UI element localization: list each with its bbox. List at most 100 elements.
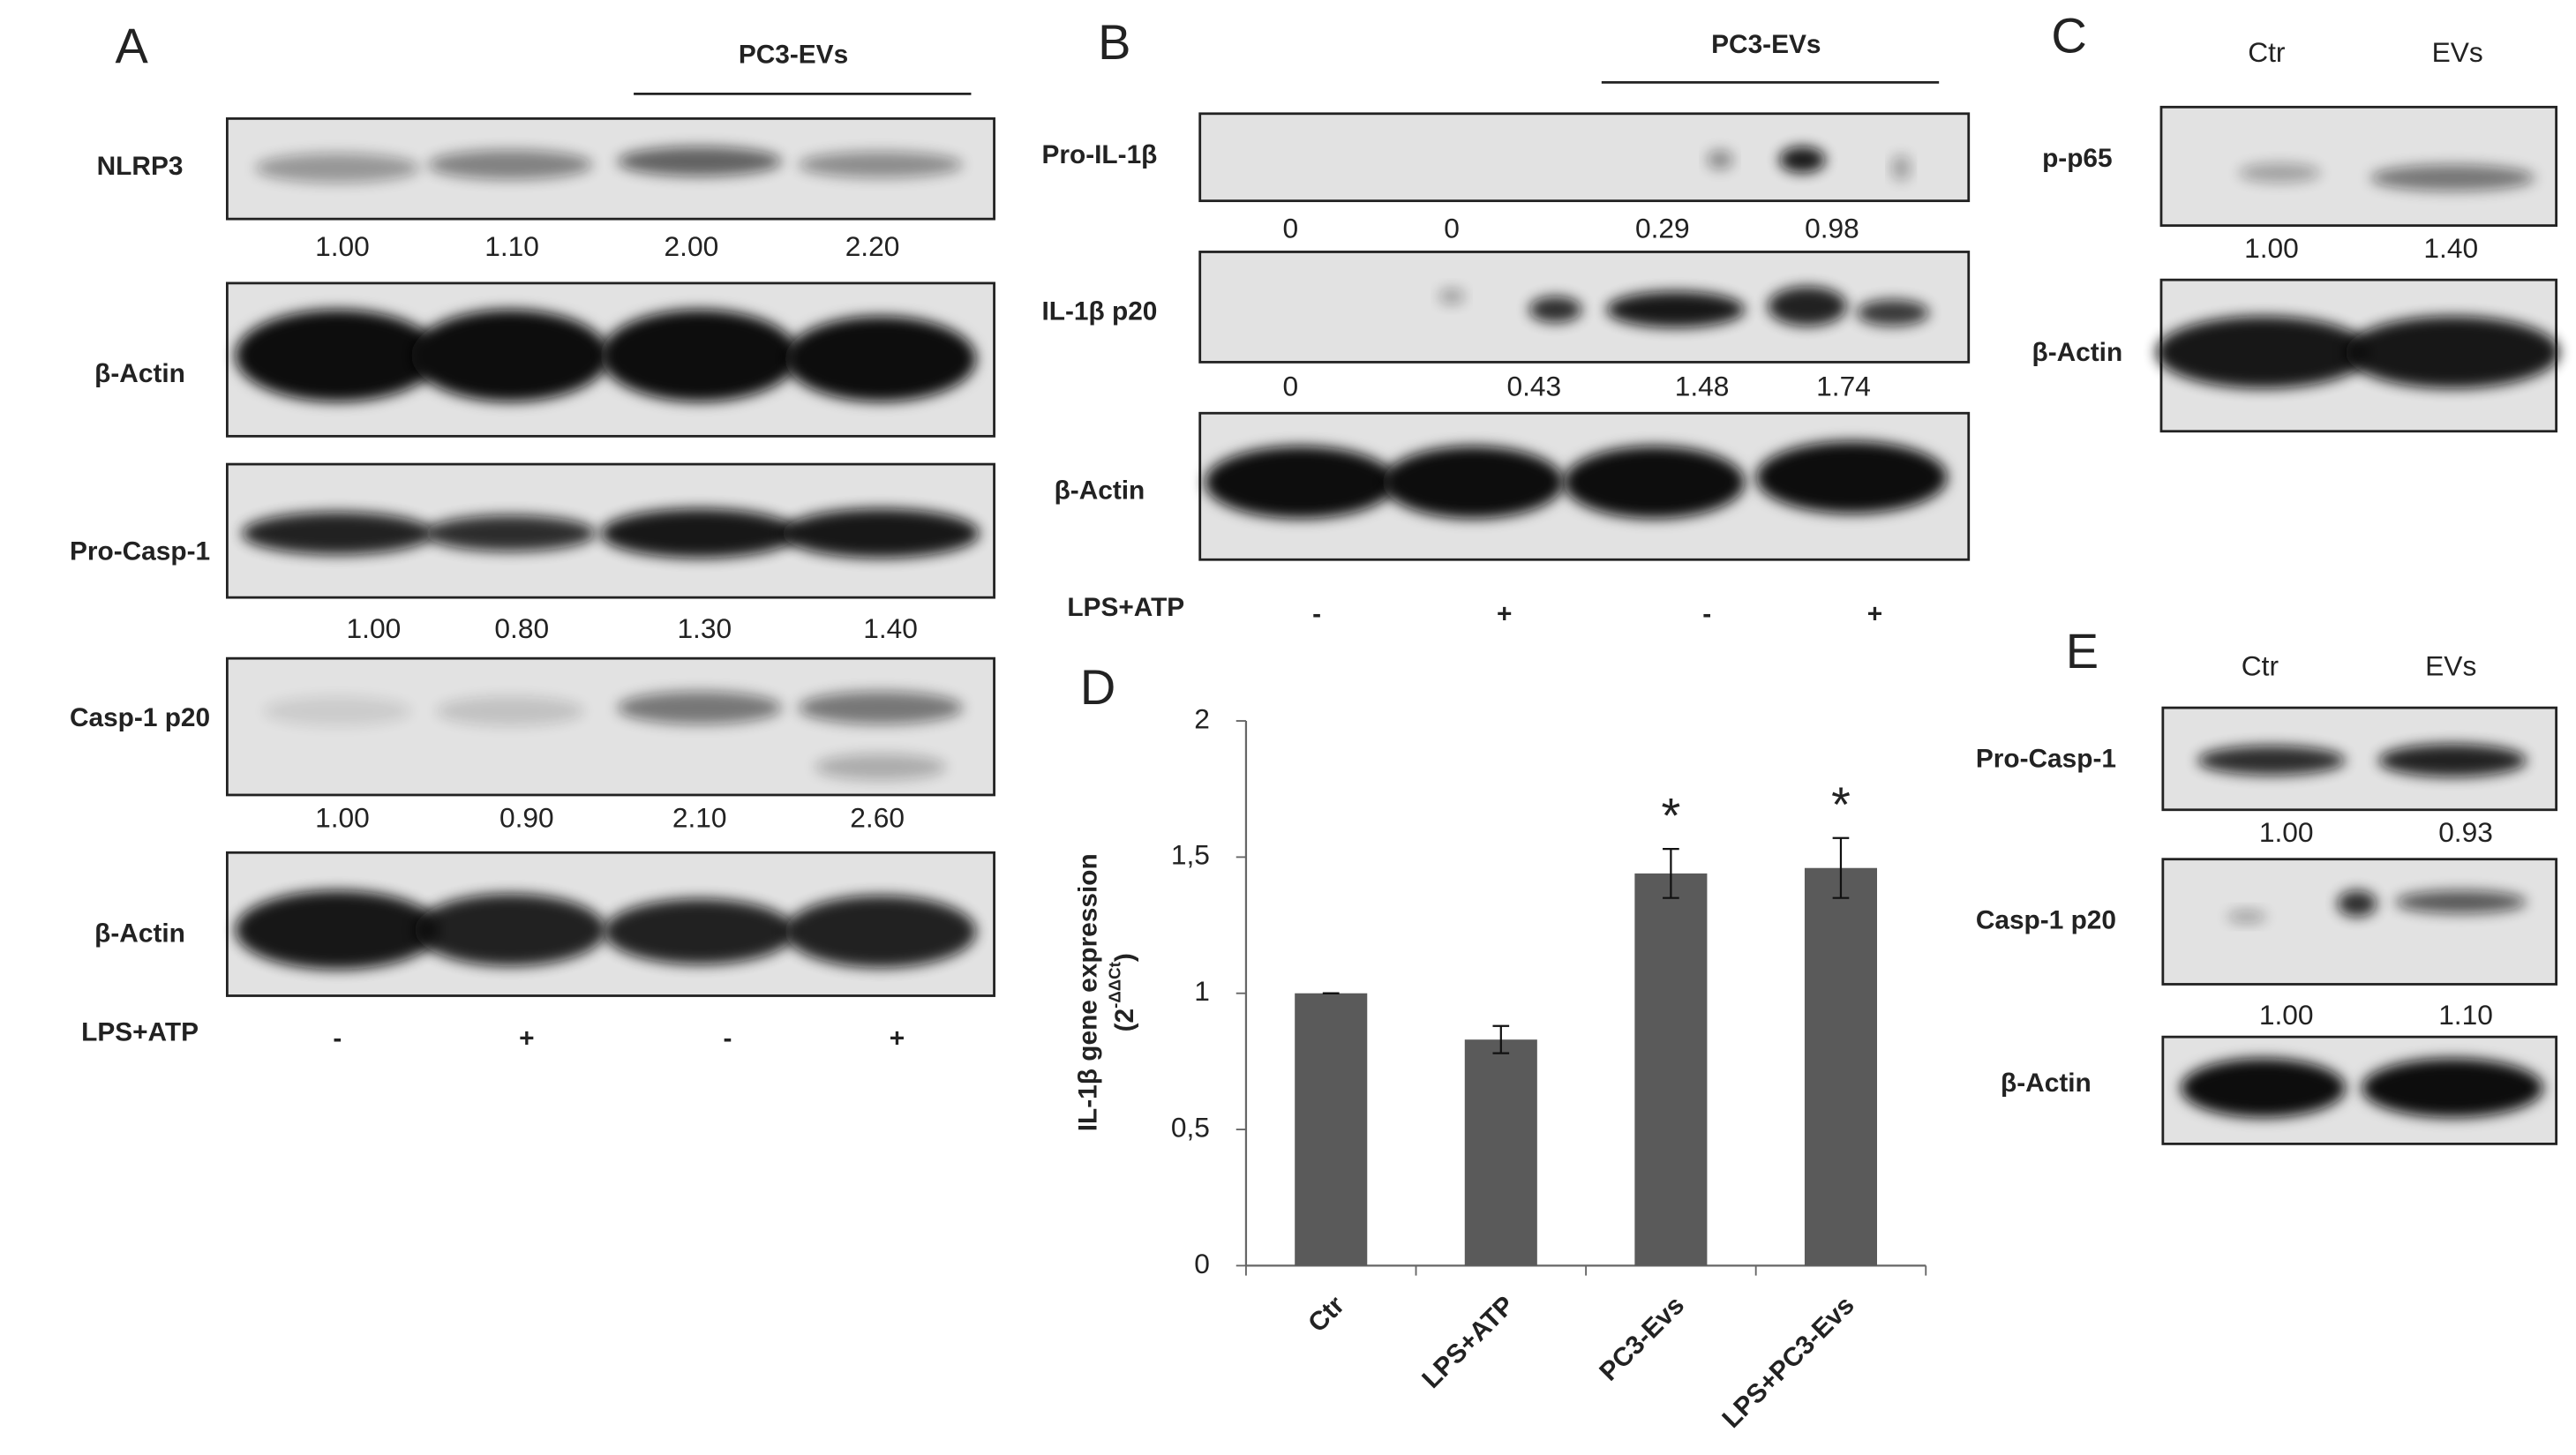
band bbox=[2345, 316, 2560, 389]
lane-label: EVs bbox=[2425, 650, 2476, 682]
treatment-sign: - bbox=[723, 1024, 732, 1054]
treatment-sign: - bbox=[1312, 600, 1321, 629]
bar bbox=[1295, 993, 1368, 1266]
error-bar bbox=[1492, 1024, 1510, 1054]
y-tick-label: 1 bbox=[1194, 975, 1210, 1007]
quantification: 1.00 bbox=[315, 801, 370, 833]
treatment-label: LPS+ATP bbox=[81, 1017, 199, 1046]
band bbox=[1756, 440, 1948, 514]
treatment-sign: - bbox=[1702, 600, 1711, 629]
band bbox=[600, 508, 799, 559]
blot bbox=[1198, 251, 1971, 364]
quantification: 1.10 bbox=[484, 230, 539, 262]
blot-label: Casp-1 p20 bbox=[70, 703, 210, 732]
x-tick-label: LPS+ATP bbox=[1416, 1291, 1520, 1394]
band bbox=[815, 754, 947, 781]
blot bbox=[2159, 105, 2558, 228]
treatment-sign: + bbox=[1497, 600, 1512, 629]
blot-label: β-Actin bbox=[1055, 476, 1145, 506]
band bbox=[424, 514, 597, 551]
quantification: 0.80 bbox=[494, 612, 549, 644]
band bbox=[604, 898, 795, 965]
treatment-sign: - bbox=[333, 1024, 342, 1054]
band bbox=[1768, 286, 1847, 326]
panel-letter: A bbox=[116, 18, 149, 73]
quantification: 0 bbox=[1282, 371, 1298, 402]
blot-label: β-Actin bbox=[94, 919, 185, 948]
panel-letter: D bbox=[1080, 659, 1115, 715]
band bbox=[1438, 288, 1466, 305]
group-label: PC3-EVs bbox=[1711, 30, 1821, 59]
y-tick-label: 0,5 bbox=[1171, 1111, 1210, 1143]
treatment-sign: + bbox=[519, 1024, 534, 1054]
blot-label: IL-1β p20 bbox=[1041, 296, 1157, 326]
blot-label: Pro-Casp-1 bbox=[70, 537, 210, 566]
quantification: 0 bbox=[1282, 213, 1298, 244]
band bbox=[2394, 890, 2527, 914]
treatment-sign: + bbox=[890, 1024, 905, 1054]
y-axis-label-text: IL-1β gene expression bbox=[1074, 853, 1103, 1131]
band bbox=[600, 309, 799, 402]
band bbox=[2156, 316, 2370, 389]
blot-label: β-Actin bbox=[2032, 338, 2122, 367]
panel-letter: E bbox=[2066, 623, 2099, 679]
significance: * bbox=[1661, 787, 1680, 843]
quantification: 1.10 bbox=[2438, 999, 2493, 1031]
band bbox=[1856, 299, 1929, 326]
band bbox=[415, 893, 606, 966]
x-tick-label: Ctr bbox=[1303, 1290, 1350, 1338]
band bbox=[235, 890, 440, 970]
band bbox=[255, 153, 420, 184]
quantification: 1.00 bbox=[2259, 999, 2314, 1031]
quantification: 1.30 bbox=[677, 612, 732, 644]
band bbox=[798, 691, 964, 724]
band bbox=[1205, 446, 1396, 519]
band bbox=[427, 149, 593, 180]
significance: * bbox=[1831, 776, 1851, 832]
band bbox=[1528, 296, 1582, 323]
y-tick-label: 2 bbox=[1194, 702, 1210, 734]
blot-label: p-p65 bbox=[2042, 144, 2113, 173]
unit-close: ) bbox=[1110, 953, 1139, 962]
quantification: 1.00 bbox=[315, 230, 370, 262]
quantification: 0 bbox=[1444, 213, 1460, 244]
unit-exponent: -ΔΔCt bbox=[1106, 962, 1124, 1009]
bar bbox=[1464, 1039, 1537, 1266]
bar bbox=[1804, 867, 1877, 1266]
blot bbox=[1198, 112, 1971, 203]
blot-label: Pro-IL-1β bbox=[1041, 140, 1157, 169]
quantification: 1.74 bbox=[1816, 371, 1871, 402]
blot-label: Casp-1 p20 bbox=[1976, 905, 2116, 934]
lane-label: Ctr bbox=[2242, 650, 2279, 682]
treatment-sign: + bbox=[1867, 600, 1882, 629]
band bbox=[411, 309, 610, 402]
panel-letter: C bbox=[2051, 8, 2086, 64]
band bbox=[785, 316, 977, 402]
band bbox=[1891, 154, 1911, 182]
blot bbox=[2161, 858, 2558, 986]
blot-label: β-Actin bbox=[2001, 1069, 2092, 1098]
group-label: PC3-EVs bbox=[739, 40, 848, 69]
band bbox=[235, 309, 440, 402]
quantification: 0.90 bbox=[499, 801, 554, 833]
band bbox=[436, 696, 585, 726]
band bbox=[1382, 446, 1564, 519]
blot-label: β-Actin bbox=[94, 359, 185, 388]
quantification: 1.40 bbox=[2423, 232, 2478, 264]
quantification: 1.48 bbox=[1675, 371, 1730, 402]
treatment-label: LPS+ATP bbox=[1067, 593, 1184, 622]
unit-open: (2 bbox=[1110, 1009, 1139, 1032]
band bbox=[781, 508, 980, 559]
panel-letter: B bbox=[1098, 14, 1130, 70]
band bbox=[2197, 746, 2346, 776]
band bbox=[1563, 446, 1746, 519]
error-bar bbox=[1832, 836, 1850, 899]
quantification: 2.10 bbox=[672, 801, 727, 833]
band bbox=[2362, 1058, 2543, 1118]
blot-label: Pro-Casp-1 bbox=[1976, 745, 2116, 774]
band bbox=[1707, 149, 1734, 170]
x-tick-label: PC3-Evs bbox=[1594, 1291, 1690, 1387]
error-bar bbox=[1663, 848, 1679, 899]
band bbox=[2181, 1058, 2346, 1118]
